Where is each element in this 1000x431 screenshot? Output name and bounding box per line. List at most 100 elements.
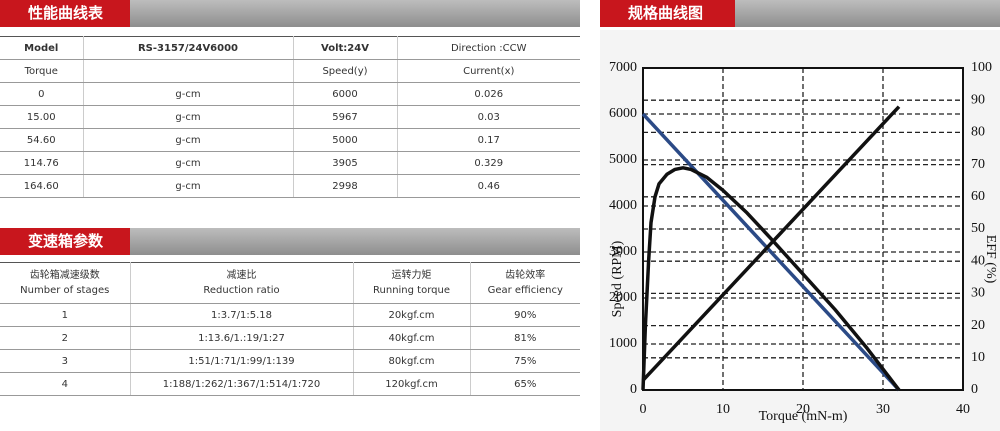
x-tick-label: 20	[796, 402, 810, 417]
header-text: Running torque	[373, 285, 450, 296]
cell: 1:51/1:71/1:99/1:139	[130, 349, 354, 373]
cell: g-cm	[83, 151, 294, 175]
data-row: 15.00 g-cm 5967 0.03	[0, 105, 580, 129]
cell: g-cm	[83, 174, 294, 198]
gearbox-table: 齿轮箱减速级数 Number of stages 减速比 Reduction rati…	[0, 262, 580, 396]
cell: 75%	[470, 349, 580, 373]
section-title: 性能曲线表	[0, 0, 130, 27]
data-row: 2 1:13.6/1.:19/1:27 40kgf.cm 81%	[0, 326, 580, 350]
y2-tick-label: 20	[971, 318, 985, 333]
y2-tick-label: 100	[971, 60, 992, 75]
y2-axis-label: EFF (%)	[983, 235, 998, 284]
header-text: 齿轮箱减速级数	[29, 270, 100, 281]
header-text: 运转力矩	[391, 270, 432, 281]
cell: 0	[0, 82, 84, 106]
y2-tick-label: 50	[971, 221, 985, 236]
cell: 3905	[293, 151, 398, 175]
cell: 15.00	[0, 105, 84, 129]
empty-cell	[83, 59, 294, 83]
subheader-cell: Speed(y)	[293, 59, 398, 83]
cell: 81%	[470, 326, 580, 350]
series-line	[641, 112, 901, 392]
header-text: 减速比	[226, 270, 257, 281]
y-tick-label: 0	[630, 382, 637, 397]
cell: 164.60	[0, 174, 84, 198]
data-row: 4 1:188/1:262/1:367/1:514/1:720 120kgf.cm 6…	[0, 372, 580, 396]
cell: 114.76	[0, 151, 84, 175]
y-tick-label: 5000	[609, 152, 637, 167]
y2-tick-label: 30	[971, 286, 985, 301]
header-cell: RS-3157/24V6000	[83, 36, 294, 60]
x-tick-label: 30	[876, 402, 890, 417]
cell: 80kgf.cm	[353, 349, 471, 373]
cell: 5967	[293, 105, 398, 129]
section-title: 规格曲线图	[600, 0, 735, 27]
x-tick-label: 40	[956, 402, 970, 417]
header-cell: Volt:24V	[293, 36, 398, 60]
y2-tick-label: 10	[971, 350, 985, 365]
cell: 1:13.6/1.:19/1:27	[130, 326, 354, 350]
y-axis-label: Speed (RPM)	[610, 240, 625, 317]
cell: 3	[0, 349, 131, 373]
cell: 65%	[470, 372, 580, 396]
cell: 0.026	[397, 82, 580, 106]
y-tick-label: 6000	[609, 106, 637, 121]
x-tick-label: 10	[716, 402, 730, 417]
y2-tick-label: 90	[971, 92, 985, 107]
header-cell: 齿轮效率 Gear efficiency	[470, 262, 580, 304]
header-cell: 运转力矩 Running torque	[353, 262, 471, 304]
y2-tick-label: 80	[971, 125, 985, 140]
y2-tick-label: 70	[971, 157, 985, 172]
subheader-cell: Torque	[0, 59, 84, 83]
subheader-cell: Current(x)	[397, 59, 580, 83]
data-row: 54.60 g-cm 5000 0.17	[0, 128, 580, 152]
x-axis-label: Torque (mN-m)	[759, 409, 848, 424]
section-title: 变速箱参数	[0, 228, 130, 255]
header-cell: Model	[0, 36, 84, 60]
header-text: Number of stages	[20, 285, 110, 296]
cell: 0.17	[397, 128, 580, 152]
header-cell: 齿轮箱减速级数 Number of stages	[0, 262, 131, 304]
cell: 90%	[470, 303, 580, 327]
series-line	[641, 166, 901, 392]
cell: 1:3.7/1:5.18	[130, 303, 354, 327]
y-tick-label: 3000	[609, 244, 637, 259]
cell: 40kgf.cm	[353, 326, 471, 350]
cell: 54.60	[0, 128, 84, 152]
data-row: 164.60 g-cm 2998 0.46	[0, 174, 580, 198]
cell: 2998	[293, 174, 398, 198]
cell: 1	[0, 303, 131, 327]
chart: 0100020003000400050006000700001020304050…	[600, 30, 1000, 431]
y-tick-label: 7000	[609, 60, 637, 75]
cell: 20kgf.cm	[353, 303, 471, 327]
cell: 120kgf.cm	[353, 372, 471, 396]
data-row: 114.76 g-cm 3905 0.329	[0, 151, 580, 175]
cell: 0.03	[397, 105, 580, 129]
header-row: 齿轮箱减速级数 Number of stages 减速比 Reduction rati…	[0, 262, 580, 304]
y-tick-label: 1000	[609, 336, 637, 351]
y2-tick-label: 0	[971, 382, 978, 397]
header-cell: 减速比 Reduction ratio	[130, 262, 354, 304]
header-text: Reduction ratio	[203, 285, 280, 296]
cell: g-cm	[83, 105, 294, 129]
cell: 0.46	[397, 174, 580, 198]
subheader-row: Torque Speed(y) Current(x)	[0, 59, 580, 83]
data-row: 1 1:3.7/1:5.18 20kgf.cm 90%	[0, 303, 580, 327]
cell: 0.329	[397, 151, 580, 175]
plot-frame	[642, 67, 964, 391]
header-cell: Direction :CCW	[397, 36, 580, 60]
y-tick-label: 4000	[609, 198, 637, 213]
performance-table: Model RS-3157/24V6000 Volt:24V Direction :C…	[0, 36, 580, 198]
cell: 6000	[293, 82, 398, 106]
x-tick-label: 0	[640, 402, 647, 417]
cell: 4	[0, 372, 131, 396]
cell: 2	[0, 326, 131, 350]
cell: 5000	[293, 128, 398, 152]
data-row: 0 g-cm 6000 0.026	[0, 82, 580, 106]
y2-tick-label: 60	[971, 189, 985, 204]
cell: 1:188/1:262/1:367/1:514/1:720	[130, 372, 354, 396]
header-text: 齿轮效率	[505, 270, 546, 281]
cell: g-cm	[83, 128, 294, 152]
cell: g-cm	[83, 82, 294, 106]
